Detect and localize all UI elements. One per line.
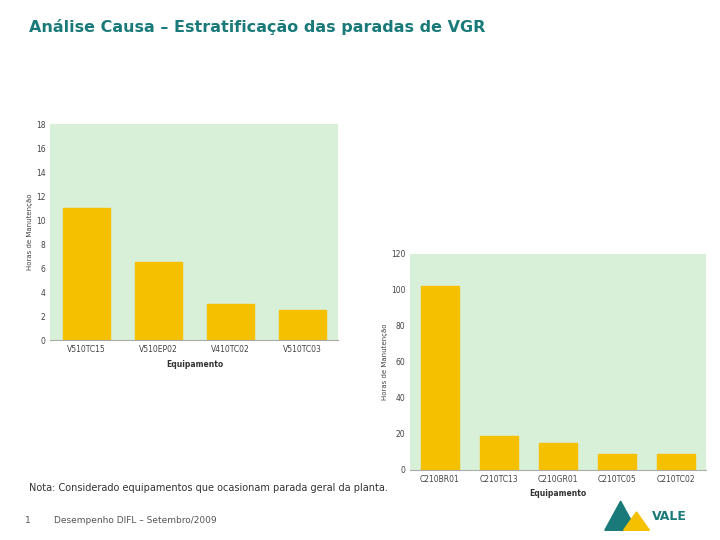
Text: Desempenho DIFL – Setembro/2009: Desempenho DIFL – Setembro/2009 <box>54 516 217 525</box>
Text: Análise Causa – Estratificação das paradas de VGR: Análise Causa – Estratificação das parad… <box>29 19 485 35</box>
X-axis label: Equipamento: Equipamento <box>166 360 223 369</box>
Text: 1: 1 <box>25 516 31 525</box>
Y-axis label: Horas de Manutenção: Horas de Manutenção <box>382 323 388 400</box>
X-axis label: Equipamento: Equipamento <box>529 489 587 498</box>
Bar <box>135 262 181 340</box>
Bar <box>539 443 577 470</box>
Bar <box>657 454 696 470</box>
Bar <box>279 310 325 340</box>
Text: Nota: Considerado equipamentos que ocasionam parada geral da planta.: Nota: Considerado equipamentos que ocasi… <box>29 483 387 494</box>
Bar <box>598 454 636 470</box>
Bar <box>480 436 518 470</box>
Y-axis label: Horas de Manutenção: Horas de Manutenção <box>27 194 33 271</box>
Bar <box>207 304 254 340</box>
Text: VALE: VALE <box>652 510 686 523</box>
Bar <box>420 286 459 470</box>
Bar <box>63 208 110 340</box>
